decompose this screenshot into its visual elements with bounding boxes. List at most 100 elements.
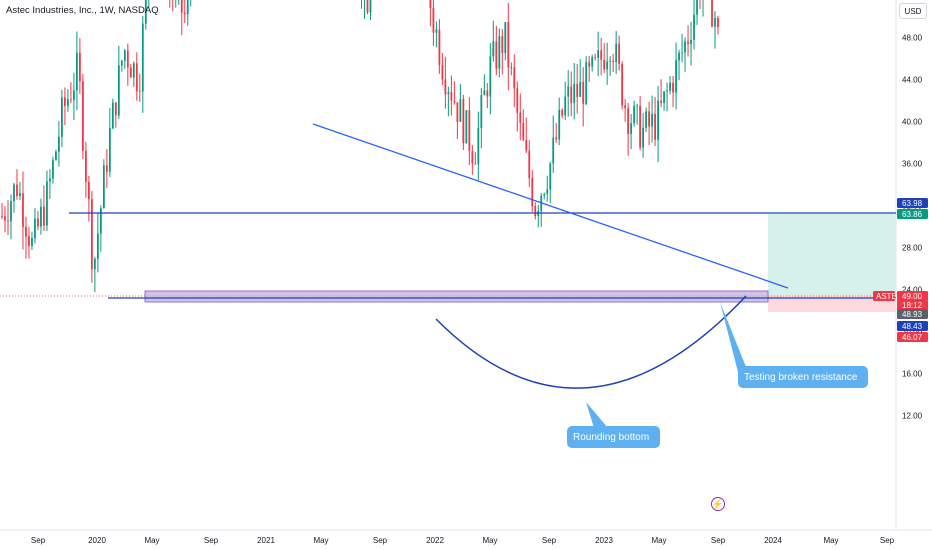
candle-body (22, 193, 24, 228)
candle-body (186, 0, 189, 15)
price-tag: 63.86 (897, 209, 928, 219)
candle-body (606, 61, 609, 70)
svg-text:48.43: 48.43 (902, 322, 923, 331)
candle-body (522, 123, 525, 141)
currency-button[interactable]: USD (899, 3, 927, 19)
candle-body (135, 63, 138, 92)
candle-body (666, 90, 668, 92)
candle-body (612, 60, 615, 63)
time-tick-label: Sep (711, 536, 726, 545)
candle-body (621, 63, 624, 106)
candle-body (432, 8, 435, 33)
time-axis-labels: Sep 2020 May Sep 2021 May Sep 2022 May Sep 2023 May… (31, 536, 895, 545)
support-zone[interactable] (144, 290, 769, 303)
price-tick-label: 12.00 (902, 412, 923, 421)
lightning-icon[interactable]: ⚡ (711, 497, 725, 511)
candle-body (84, 150, 87, 182)
candle-body (495, 41, 498, 69)
candle-body (633, 105, 636, 124)
price-tick-label: 40.00 (902, 118, 923, 127)
candle-body (90, 199, 93, 270)
candle-body (534, 206, 537, 217)
time-tick-label: May (313, 536, 328, 545)
candle-body (678, 52, 680, 61)
candle-body (483, 90, 486, 96)
candle-body (642, 127, 645, 148)
time-tick-label: Sep (31, 536, 46, 545)
candle-body (567, 86, 570, 97)
candle-body (28, 236, 30, 247)
candle-body (99, 208, 102, 234)
candle-body (34, 218, 36, 239)
time-tick-label: May (482, 536, 497, 545)
rounding-bottom-callout[interactable]: Rounding bottom (567, 426, 660, 448)
candle-body (558, 109, 561, 140)
candle-body (120, 60, 123, 66)
candle-body (501, 36, 504, 54)
testing-broken-resistance-callout[interactable]: Testing broken resistance (738, 366, 868, 388)
candle-body (492, 41, 495, 57)
candle-body (654, 113, 656, 140)
candle-body (13, 184, 15, 202)
candle-body (111, 102, 114, 129)
descending-trendline[interactable] (312, 123, 789, 289)
candle-body (615, 43, 618, 63)
price-tick-label: 24.00 (902, 286, 923, 295)
candle-body (180, 0, 183, 13)
svg-text:18:12: 18:12 (902, 301, 923, 310)
price-tick-label: 48.00 (902, 34, 923, 43)
candle-body (645, 111, 648, 128)
candle-body (369, 0, 372, 13)
candle-body (129, 67, 132, 78)
candle-body (144, 0, 147, 24)
candle-body (81, 81, 84, 151)
rounding-bottom-curve[interactable] (435, 295, 747, 389)
candle-body (675, 60, 677, 93)
candle-body (528, 150, 531, 179)
candle-body (552, 137, 555, 164)
candle-body (498, 36, 501, 69)
candle-body (582, 81, 585, 104)
candle-body (87, 181, 90, 200)
candle-body (600, 50, 603, 60)
svg-text:49.00: 49.00 (902, 292, 923, 301)
price-tag: 48.43 (897, 321, 928, 331)
candlestick-series (1, 0, 719, 293)
target-zone[interactable] (768, 214, 896, 296)
candle-body (510, 67, 513, 69)
time-tick-label: Sep (880, 536, 895, 545)
time-tick-label: May (823, 536, 838, 545)
candle-body (465, 110, 468, 144)
candle-body (573, 84, 576, 103)
candle-body (102, 165, 105, 209)
candle-body (594, 56, 597, 58)
candle-body (609, 60, 612, 62)
candle-body (636, 105, 639, 107)
candle-body (429, 0, 432, 9)
candle-body (138, 91, 141, 92)
candle-body (55, 151, 57, 160)
candle-body (67, 99, 69, 106)
stop-zone[interactable] (768, 296, 896, 312)
candle-body (43, 206, 45, 226)
price-tick-label: 36.00 (902, 160, 923, 169)
candle-body (684, 41, 686, 53)
candle-body (468, 110, 471, 151)
candle-body (624, 105, 627, 109)
candle-body (78, 52, 81, 82)
candle-body (456, 102, 459, 122)
candle-body (672, 82, 674, 93)
candle-body (75, 52, 78, 91)
candle-body (462, 99, 465, 144)
candle-body (447, 92, 450, 95)
candle-body (576, 84, 579, 97)
candle-body (696, 0, 698, 15)
candle-body (117, 65, 120, 116)
candle-body (1, 216, 3, 217)
candle-body (660, 100, 662, 103)
candle-body (52, 159, 54, 179)
time-tick-label: 2020 (88, 536, 106, 545)
candle-body (549, 163, 552, 190)
chart-title: Astec Industries, Inc., 1W, NASDAQ (6, 5, 159, 16)
